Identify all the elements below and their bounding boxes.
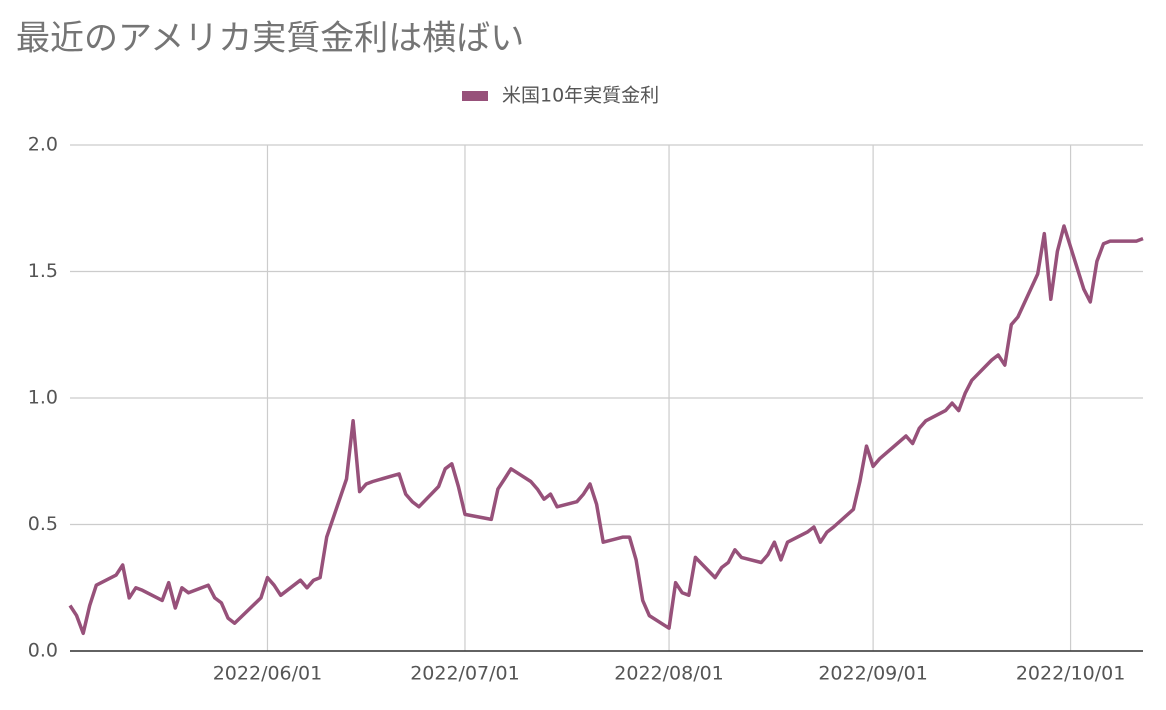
y-tick-label: 0.0 [28, 640, 58, 662]
y-tick-label: 0.5 [28, 513, 58, 535]
legend-swatch [462, 91, 488, 101]
x-tick-label: 2022/06/01 [213, 663, 323, 685]
chart-title: 最近のアメリカ実質金利は横ばい [16, 19, 524, 59]
x-tick-label: 2022/09/01 [818, 663, 928, 685]
x-tick-label: 2022/07/01 [410, 663, 520, 685]
x-tick-label: 2022/10/01 [1016, 663, 1126, 685]
data-line [68, 224, 1144, 636]
x-tick-label: 2022/08/01 [614, 663, 724, 685]
y-tick-label: 2.0 [28, 134, 58, 156]
y-tick-label: 1.0 [28, 387, 58, 409]
y-tick-label: 1.5 [28, 260, 58, 282]
legend-label: 米国10年実質金利 [502, 85, 659, 107]
